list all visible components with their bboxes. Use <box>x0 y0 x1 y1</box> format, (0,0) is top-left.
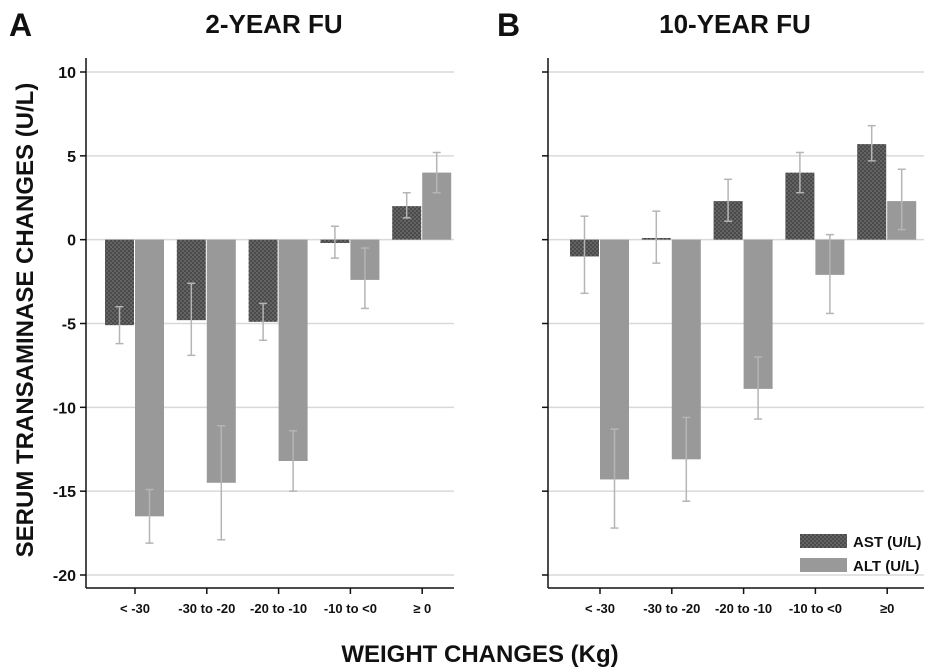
panel-a-y-tick-label: 5 <box>67 149 76 166</box>
panel-a-bar-alt <box>135 239 164 517</box>
panel-a-category-label: < -30 <box>120 601 150 616</box>
panel-a-category-label: -10 to <0 <box>324 601 377 616</box>
panel-b-category-label: ≥0 <box>880 601 894 616</box>
panel-b-category-label: -10 to <0 <box>789 601 842 616</box>
legend-alt-swatch <box>800 558 847 572</box>
panel-b-plot: < -30 -30 to -20 -20 to -10 -10 to <0 ≥0 <box>542 58 924 616</box>
panel-a-y-tick-label: -5 <box>62 317 76 334</box>
panel-b-category-label: -30 to -20 <box>643 601 700 616</box>
panel-a-category-label: ≥ 0 <box>413 601 431 616</box>
panel-b-letter: B <box>497 7 520 43</box>
panel-b-title: 10-YEAR FU <box>659 9 811 39</box>
panel-b-category-label: < -30 <box>585 601 615 616</box>
panel-a-letter: A <box>9 7 32 43</box>
y-axis-title: SERUM TRANSAMINASE CHANGES (U/L) <box>12 83 39 558</box>
panel-a-category-label: -30 to -20 <box>178 601 235 616</box>
panel-a-y-tick-label: 0 <box>67 233 76 250</box>
panel-a-y-tick-label: 10 <box>58 65 76 82</box>
panel-b-category-label: -20 to -10 <box>715 601 772 616</box>
panel-a-category-label: -20 to -10 <box>250 601 307 616</box>
panel-a-y-tick-label: -10 <box>53 400 76 417</box>
x-axis-title: WEIGHT CHANGES (Kg) <box>341 641 618 668</box>
panel-a-title: 2-YEAR FU <box>205 9 342 39</box>
panel-a-y-tick-label: -15 <box>53 484 76 501</box>
legend-ast-label: AST (U/L) <box>853 534 921 551</box>
legend-ast-swatch <box>800 534 847 548</box>
panel-a-y-tick-label: -20 <box>53 568 76 585</box>
panel-a-plot: 10 5 0 -5 -10 -15 -20 < -30 -30 to -20 -20 to -10… <box>53 58 454 616</box>
legend-alt-label: ALT (U/L) <box>853 558 919 575</box>
legend: AST (U/L) ALT (U/L) <box>800 534 921 575</box>
panel-a-bar-alt <box>278 239 308 461</box>
